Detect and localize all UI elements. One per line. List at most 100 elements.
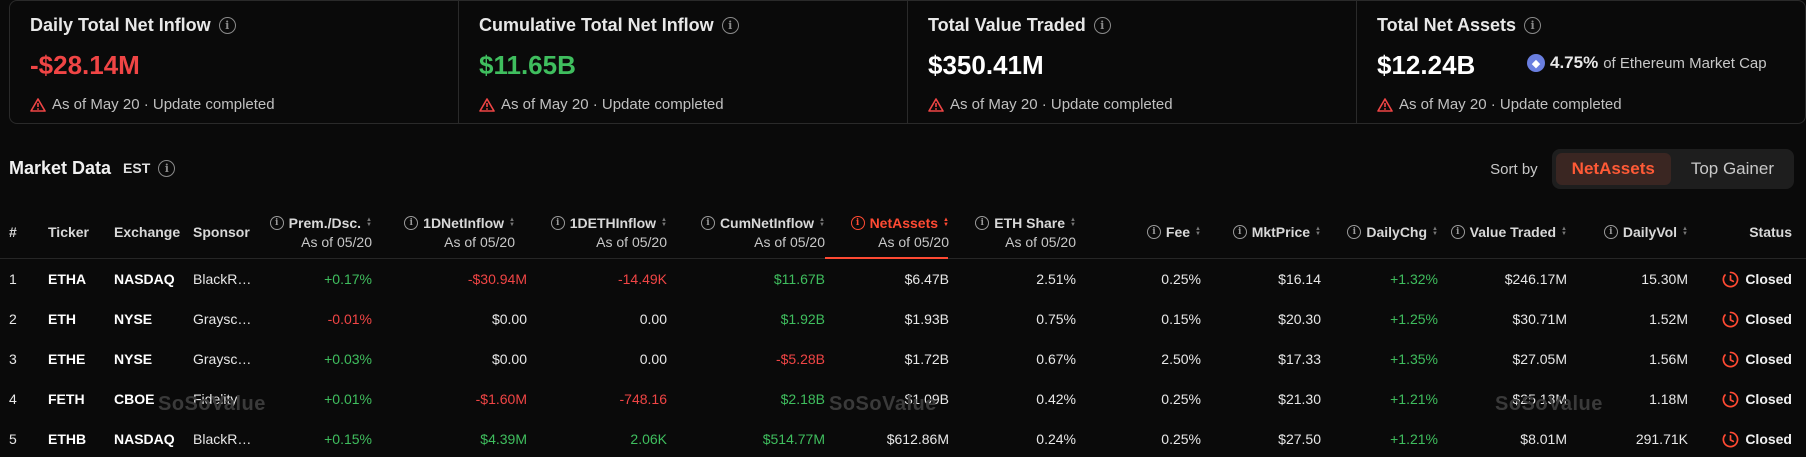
sort-netassets-button[interactable]: NetAssets [1555,153,1671,185]
market-cap-pct: 4.75% [1550,53,1599,72]
eth-share-cell: 0.24% [1036,431,1076,447]
exchange-cell: NASDAQ [114,271,175,287]
cum-net-inflow-cell: $1.92B [780,311,825,327]
ticker-cell[interactable]: ETHE [48,351,86,367]
sort-top-gainer-button[interactable]: Top Gainer [1690,159,1774,178]
watermark-logo: SoSoValue [1495,393,1603,415]
info-icon: i [1232,225,1247,239]
stat-card-total-net-assets: Total Net Assets i $12.24B ◆ 4.75% of Et… [1357,1,1805,123]
status-text: Closed [1745,391,1792,407]
col-eth-share[interactable]: i ETH Share ▲ ▼ As of 05/20 [975,205,1076,259]
daily-chg-cell: +1.25% [1390,311,1438,327]
row-number: 1 [9,271,17,287]
stat-title: Total Net Assets [1377,15,1517,35]
ticker-cell[interactable]: ETHB [48,431,87,447]
stat-value: $350.41M [928,50,1044,80]
daily-vol-cell: 1.18M [1649,391,1688,407]
info-icon[interactable]: i [1093,17,1111,34]
warning-icon [30,97,46,112]
clock-icon [1722,391,1739,407]
table-row[interactable]: 2 ETH NYSE Graysc… -0.01% $0.00 0.00 $1.… [0,299,1806,339]
row-number: 3 [9,351,17,367]
eth-share-cell: 0.42% [1036,391,1076,407]
info-icon: i [1603,225,1618,239]
ticker-cell[interactable]: ETHA [48,271,87,287]
stat-card-cumulative-net-inflow: Cumulative Total Net Inflow i $11.65B As… [459,1,908,123]
table-row[interactable]: 4 FETH CBOE Fidelity +0.01% -$1.60M -748… [0,379,1806,419]
info-icon[interactable]: i [1524,17,1542,34]
timezone-label: EST [123,160,151,176]
mkt-price-cell: $21.30 [1278,391,1321,407]
daily-chg-cell: +1.35% [1390,351,1438,367]
stat-title: Total Value Traded [928,15,1086,35]
stat-footer: As of May 20 · Update completed [1399,96,1622,113]
net-assets-cell: $6.47B [904,271,949,287]
col-daily-chg[interactable]: i DailyChg ▲ ▼ [1347,205,1438,259]
col-cum-net-inflow[interactable]: i CumNetInflow ▲ ▼ As of 05/20 [700,205,825,259]
daily-vol-cell: 1.56M [1649,351,1688,367]
market-data-header: Market Data EST i Sort by NetAssets Top … [9,149,1806,189]
eth-share-cell: 2.51% [1036,271,1076,287]
ticker-cell[interactable]: ETH [48,311,76,327]
row-number: 4 [9,391,17,407]
table-row[interactable]: 1 ETHA NASDAQ BlackR… +0.17% -$30.94M -1… [0,259,1806,299]
col-mkt-price[interactable]: i MktPrice ▲ ▼ [1232,205,1321,259]
warning-icon [1377,97,1393,112]
info-icon[interactable]: i [158,159,176,177]
sort-label: Sort by [1490,160,1538,178]
col-num: # [9,224,17,240]
value-traded-cell: $27.05M [1512,351,1567,367]
ticker-cell[interactable]: FETH [48,391,85,407]
col-fee[interactable]: i Fee ▲ ▼ [1146,205,1201,259]
clock-icon [1722,431,1739,447]
status-cell: Closed [1722,299,1792,339]
1d-net-inflow-cell: -$30.94M [467,271,527,287]
table-row[interactable]: 5 ETHB NASDAQ BlackR… +0.15% $4.39M 2.06… [0,419,1806,457]
market-cap-desc: of Ethereum Market Cap [1603,54,1767,72]
net-assets-cell: $1.09B [904,391,949,407]
col-daily-vol[interactable]: i DailyVol ▲ ▼ [1603,205,1688,259]
row-number: 5 [9,431,17,447]
row-number: 2 [9,311,17,327]
sort-icon: ▲ ▼ [1561,226,1567,237]
value-traded-cell: $30.71M [1512,311,1567,327]
status-text: Closed [1745,271,1792,287]
col-1d-net-inflow[interactable]: i 1DNetInflow ▲ ▼ As of 05/20 [404,205,515,259]
warning-icon [928,97,944,112]
net-assets-cell: $612.86M [886,431,949,447]
info-icon[interactable]: i [218,17,236,34]
col-sponsor: Sponsor [193,224,250,240]
ethereum-icon: ◆ [1527,54,1545,72]
prem-cell: +0.01% [324,391,372,407]
info-icon: i [1347,225,1362,239]
exchange-cell: NYSE [114,351,153,367]
net-assets-cell: $1.72B [904,351,949,367]
info-icon: i [550,215,565,230]
stat-title: Cumulative Total Net Inflow [479,15,714,35]
status-cell: Closed [1722,419,1792,457]
col-1d-eth-inflow[interactable]: i 1DETHInflow ▲ ▼ As of 05/20 [550,205,667,259]
daily-vol-cell: 15.30M [1641,271,1688,287]
1d-net-inflow-cell: $0.00 [491,351,527,367]
fee-cell: 0.25% [1161,431,1201,447]
prem-cell: +0.17% [324,271,372,287]
stat-card-total-value-traded: Total Value Traded i $350.41M As of May … [908,1,1357,123]
1d-eth-inflow-cell: 0.00 [639,351,667,367]
table-row[interactable]: 3 ETHE NYSE Graysc… +0.03% $0.00 0.00 -$… [0,339,1806,379]
sort-icon: ▲ ▼ [509,216,515,228]
1d-net-inflow-cell: $4.39M [480,431,527,447]
1d-eth-inflow-cell: 0.00 [639,311,667,327]
info-icon[interactable]: i [721,17,739,34]
sort-icon: ▲ ▼ [366,216,372,228]
col-prem[interactable]: i Prem./Dsc. ▲ ▼ As of 05/20 [269,205,372,259]
col-value-traded[interactable]: i Value Traded ▲ ▼ [1450,205,1567,259]
mkt-price-cell: $20.30 [1278,311,1321,327]
col-net-assets[interactable]: i NetAssets ▲ ▼ As of 05/20 [850,205,949,259]
info-icon: i [1450,225,1465,239]
1d-net-inflow-cell: $0.00 [491,311,527,327]
eth-share-cell: 0.67% [1036,351,1076,367]
active-sort-underline [825,257,948,259]
fee-cell: 0.25% [1161,271,1201,287]
sort-icon: ▲ ▼ [1070,216,1076,228]
info-icon: i [700,215,715,230]
